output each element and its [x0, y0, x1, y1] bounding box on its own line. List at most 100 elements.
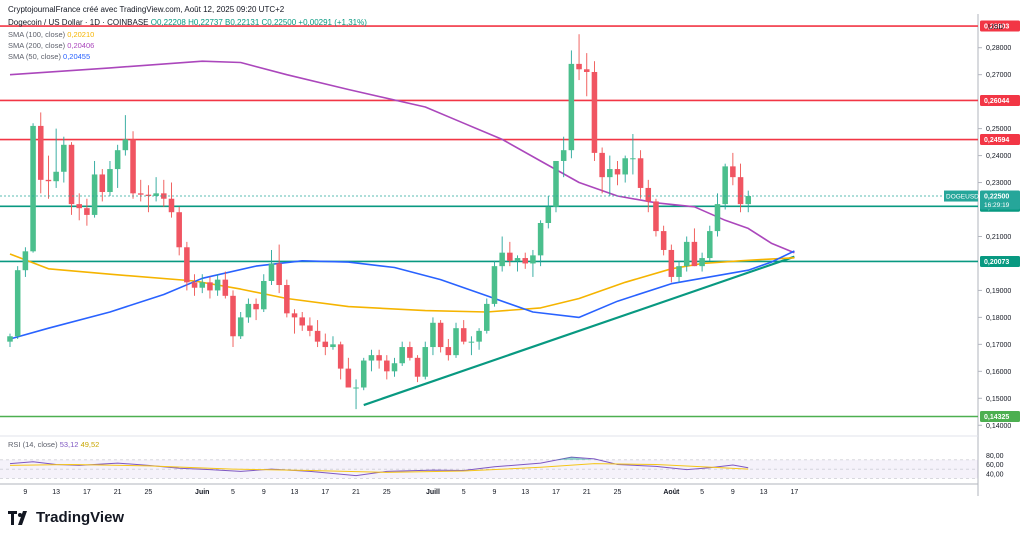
candle: [30, 123, 36, 253]
level-price-label: 0,20073: [984, 259, 1009, 266]
candle: [622, 155, 628, 183]
candle-body: [691, 241, 698, 267]
candle: [545, 196, 552, 229]
candle: [722, 163, 728, 210]
candle: [630, 134, 636, 175]
candle-body: [14, 270, 21, 337]
indicator-sma50[interactable]: SMA (50, close) 0,20455: [8, 52, 90, 62]
candle-body: [737, 177, 744, 205]
candle: [7, 333, 13, 348]
candle-body: [591, 71, 598, 153]
symbol-name[interactable]: Dogecoin / US Dollar · 1D · COINBASE: [8, 18, 149, 27]
candle-body: [445, 347, 452, 356]
time-tick-label: 9: [23, 489, 27, 496]
candle: [522, 252, 528, 269]
candle: [114, 144, 121, 188]
candle-body: [299, 317, 305, 326]
candle-body: [214, 279, 221, 291]
candle-body: [468, 341, 475, 343]
candle: [268, 249, 275, 286]
candle-body: [491, 266, 498, 304]
candle-body: [484, 303, 490, 331]
candle-body: [337, 344, 344, 369]
sma200-line: [9, 60, 795, 254]
candle: [614, 160, 621, 186]
rsi-ma-line: [9, 463, 749, 473]
candle-body: [99, 174, 106, 192]
candle: [14, 266, 21, 339]
candle: [168, 182, 175, 218]
candle: [437, 320, 444, 353]
candle: [61, 136, 67, 183]
candle: [291, 309, 298, 334]
price-tick-label: 0,18000: [986, 315, 1011, 322]
candle-body: [637, 158, 644, 188]
ascending-trendline: [363, 255, 795, 407]
time-tick-label: Août: [663, 489, 680, 496]
time-tick-label: 17: [552, 489, 560, 496]
indicator-label: SMA (200, close): [8, 41, 66, 50]
candle: [414, 355, 421, 383]
candle: [360, 357, 367, 391]
candle-body: [384, 360, 390, 372]
price-tick-label: 0,25000: [986, 126, 1011, 133]
candle: [391, 357, 398, 377]
candle: [137, 179, 144, 202]
indicator-sma200[interactable]: SMA (200, close) 0,20406: [8, 41, 94, 51]
candle-body: [137, 193, 144, 195]
candle: [568, 50, 575, 159]
candle-body: [114, 150, 121, 170]
price-tick-label: 0,19000: [986, 288, 1011, 295]
candle: [307, 317, 313, 337]
candle-body: [222, 279, 229, 296]
candle: [68, 142, 75, 215]
candle: [699, 252, 705, 272]
price-tick-label: 0,23000: [986, 180, 1011, 187]
candle-body: [22, 251, 29, 271]
candle: [276, 244, 282, 294]
candle: [176, 206, 182, 256]
candle-body: [714, 204, 721, 232]
tradingview-logo[interactable]: TradingView: [8, 509, 124, 526]
price-tick-label: 0,28000: [986, 45, 1011, 52]
brand-name: TradingView: [36, 509, 125, 526]
candle: [22, 247, 29, 277]
candle: [583, 53, 590, 97]
candle-body: [191, 282, 198, 288]
candle: [84, 198, 90, 226]
current-price-tag: [980, 190, 1020, 210]
candle: [468, 336, 475, 356]
candle: [499, 236, 505, 272]
candle-body: [61, 144, 67, 172]
candle: [253, 298, 259, 321]
candle-body: [360, 360, 367, 388]
candle: [230, 290, 236, 348]
candle: [145, 185, 152, 213]
candle-body: [391, 363, 398, 372]
candle: [222, 271, 229, 299]
indicator-value: 0,20455: [63, 52, 91, 61]
candle: [53, 128, 59, 188]
candle-body: [553, 160, 559, 207]
candle-body: [668, 249, 675, 277]
rsi-legend[interactable]: RSI (14, close) 53,12 49,52: [8, 440, 99, 450]
candle-body: [84, 208, 90, 215]
time-tick-label: Juin: [195, 489, 209, 496]
level-price-label: 0,14325: [984, 414, 1009, 421]
candle: [683, 236, 690, 272]
candle-body: [422, 347, 429, 377]
candle: [214, 274, 221, 296]
rsi-tick-label: 80,00: [986, 453, 1004, 460]
candle-body: [707, 231, 713, 259]
time-tick-label: 9: [262, 489, 266, 496]
candle-body: [437, 322, 444, 348]
candle-body: [237, 317, 244, 337]
level-price-label: 0,26044: [984, 98, 1009, 105]
rsi-line: [9, 456, 749, 477]
time-tick-label: 25: [614, 489, 622, 496]
indicator-sma100[interactable]: SMA (100, close) 0,20210: [8, 30, 94, 40]
candle-body: [330, 344, 336, 348]
time-tick-label: 13: [52, 489, 60, 496]
